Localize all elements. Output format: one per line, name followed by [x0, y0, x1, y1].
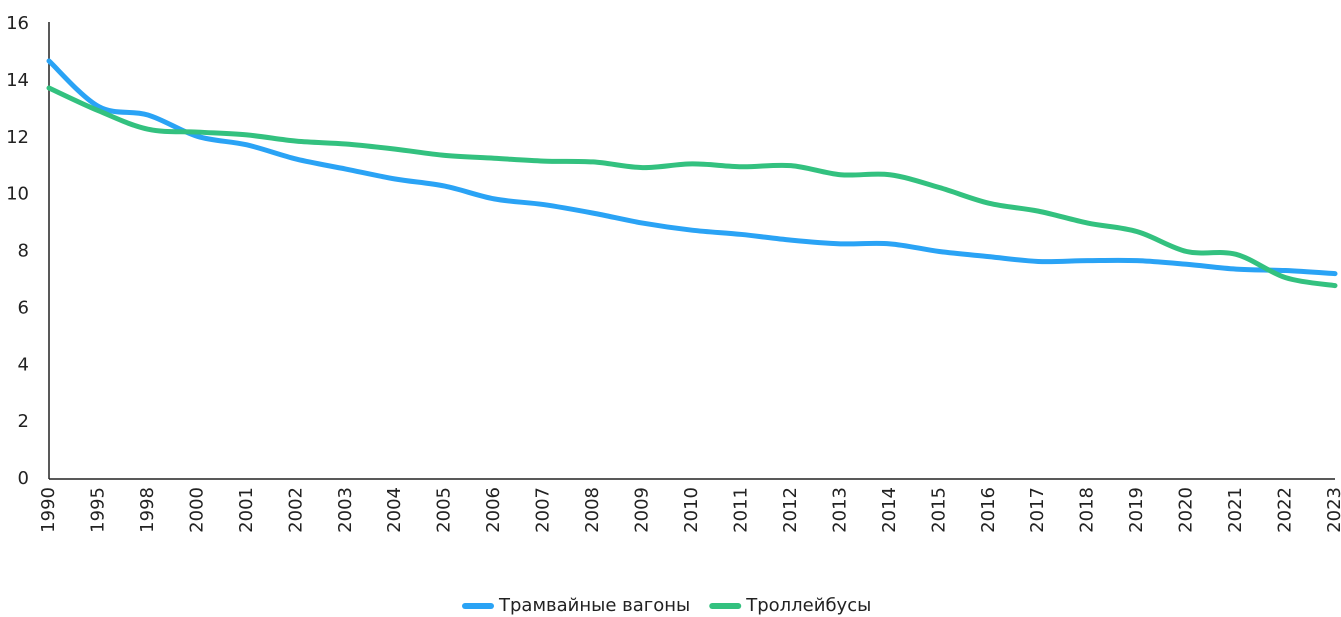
x-tick-label: 2000 [186, 487, 207, 533]
x-tick-label: 2002 [285, 487, 306, 533]
x-tick-label: 1990 [38, 487, 59, 533]
legend-label: Троллейбусы [745, 595, 871, 616]
y-tick-label: 14 [6, 70, 29, 91]
x-tick-label: 2017 [1027, 487, 1048, 533]
y-tick-label: 10 [6, 184, 29, 205]
x-tick-label: 2012 [780, 487, 801, 533]
x-tick-label: 2023 [1324, 487, 1341, 533]
x-tick-label: 1995 [87, 487, 108, 533]
x-tick-label: 2013 [829, 487, 850, 533]
x-tick-label: 2015 [928, 487, 949, 533]
line-series [46, 58, 1338, 277]
legend-label: Трамвайные вагоны [498, 595, 690, 616]
x-tick-label: 2021 [1225, 487, 1246, 533]
x-tick-label: 2016 [978, 487, 999, 533]
x-tick-label: 2001 [236, 487, 257, 533]
x-tick-label: 2005 [434, 487, 455, 533]
y-tick-label: 0 [18, 468, 29, 489]
x-tick-label: 2014 [879, 487, 900, 533]
x-tick-label: 2019 [1126, 487, 1147, 533]
line-series [46, 85, 1338, 289]
x-tick-label: 2003 [335, 487, 356, 533]
y-tick-label: 6 [18, 297, 29, 318]
y-tick-label: 12 [6, 127, 29, 148]
x-tick-label: 1998 [137, 487, 158, 533]
y-tick-label: 16 [6, 13, 29, 34]
x-tick-label: 2004 [384, 487, 405, 533]
x-tick-label: 2007 [533, 487, 554, 533]
x-tick-label: 2011 [730, 487, 751, 533]
y-tick-label: 4 [18, 354, 29, 375]
y-tick-label: 2 [18, 411, 29, 432]
x-tick-label: 2020 [1176, 487, 1197, 533]
y-tick-label: 8 [18, 241, 29, 262]
x-tick-label: 2018 [1077, 487, 1098, 533]
x-tick-label: 2010 [681, 487, 702, 533]
x-tick-label: 2008 [582, 487, 603, 533]
x-tick-label: 2009 [632, 487, 653, 533]
x-tick-label: 2006 [483, 487, 504, 533]
x-tick-label: 2022 [1275, 487, 1296, 533]
